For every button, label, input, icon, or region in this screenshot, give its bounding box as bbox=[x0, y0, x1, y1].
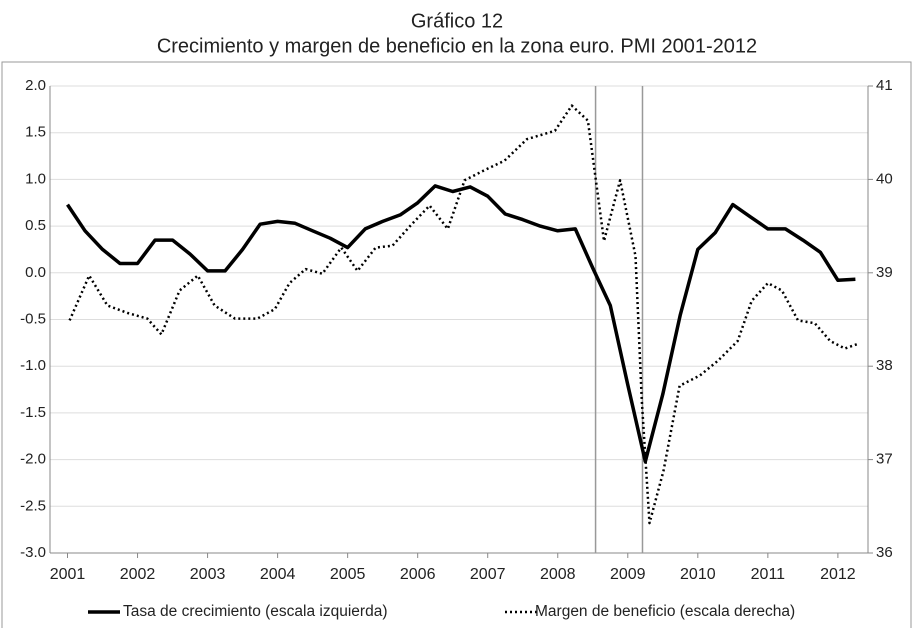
y2-tick-label: 39 bbox=[876, 264, 893, 281]
x-tick-label: 2005 bbox=[330, 566, 366, 583]
y-tick-label: -3.0 bbox=[20, 544, 46, 561]
y-tick-label: -1.5 bbox=[20, 404, 46, 421]
x-tick-label: 2007 bbox=[470, 566, 506, 583]
chart-title: Gráfico 12 bbox=[411, 10, 503, 32]
y-tick-label: 1.0 bbox=[25, 170, 46, 187]
y2-tick-label: 37 bbox=[876, 451, 893, 468]
x-tick-label: 2003 bbox=[190, 566, 226, 583]
legend-label: Tasa de crecimiento (escala izquierda) bbox=[123, 603, 387, 620]
y-tick-label: -2.0 bbox=[20, 451, 46, 468]
data-line bbox=[66, 184, 856, 464]
y2-tick-label: 41 bbox=[876, 77, 893, 94]
y-tick-label: -1.0 bbox=[20, 357, 46, 374]
data-line bbox=[68, 104, 859, 525]
frame bbox=[1, 61, 912, 628]
x-tick-label: 2004 bbox=[260, 566, 296, 583]
chart-subtitle: Crecimiento y margen de beneficio en la … bbox=[157, 35, 757, 57]
y-tick-label: -2.5 bbox=[20, 497, 46, 514]
y-tick-label: 0.5 bbox=[25, 217, 46, 234]
y2-tick-label: 38 bbox=[876, 357, 893, 374]
x-tick-label: 2009 bbox=[610, 566, 646, 583]
legend-label: Margen de beneficio (escala derecha) bbox=[535, 603, 795, 620]
x-tick-label: 2001 bbox=[50, 566, 86, 583]
y-tick-label: 2.0 bbox=[25, 77, 46, 94]
x-tick-label: 2011 bbox=[751, 566, 786, 583]
y-tick-label: -0.5 bbox=[20, 310, 46, 327]
y-tick-label: 0.0 bbox=[25, 264, 46, 281]
x-tick-label: 2008 bbox=[540, 566, 576, 583]
x-tick-label: 2002 bbox=[120, 566, 156, 583]
x-tick-label: 2006 bbox=[400, 566, 436, 583]
y-tick-label: 1.5 bbox=[25, 124, 46, 141]
x-tick-label: 2012 bbox=[820, 566, 856, 583]
x-tick-label: 2010 bbox=[680, 566, 716, 583]
y2-tick-label: 40 bbox=[876, 170, 893, 187]
y2-tick-label: 36 bbox=[876, 544, 893, 561]
